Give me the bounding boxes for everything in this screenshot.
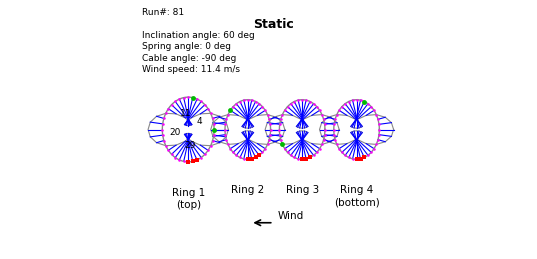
Text: 4: 4 xyxy=(197,117,202,126)
Text: Ring 2: Ring 2 xyxy=(231,185,264,195)
Text: Ring 3: Ring 3 xyxy=(286,185,319,195)
Text: Ring 4
(bottom): Ring 4 (bottom) xyxy=(333,185,380,207)
Text: 29: 29 xyxy=(185,141,196,150)
Text: Wind: Wind xyxy=(278,211,304,221)
Text: Static: Static xyxy=(253,18,294,31)
Text: Ring 1
(top): Ring 1 (top) xyxy=(172,188,205,210)
Text: 11: 11 xyxy=(180,109,192,118)
Text: 20: 20 xyxy=(170,128,181,137)
Text: Run#: 81

Inclination angle: 60 deg
Spring angle: 0 deg
Cable angle: -90 deg
Win: Run#: 81 Inclination angle: 60 deg Sprin… xyxy=(142,8,255,74)
